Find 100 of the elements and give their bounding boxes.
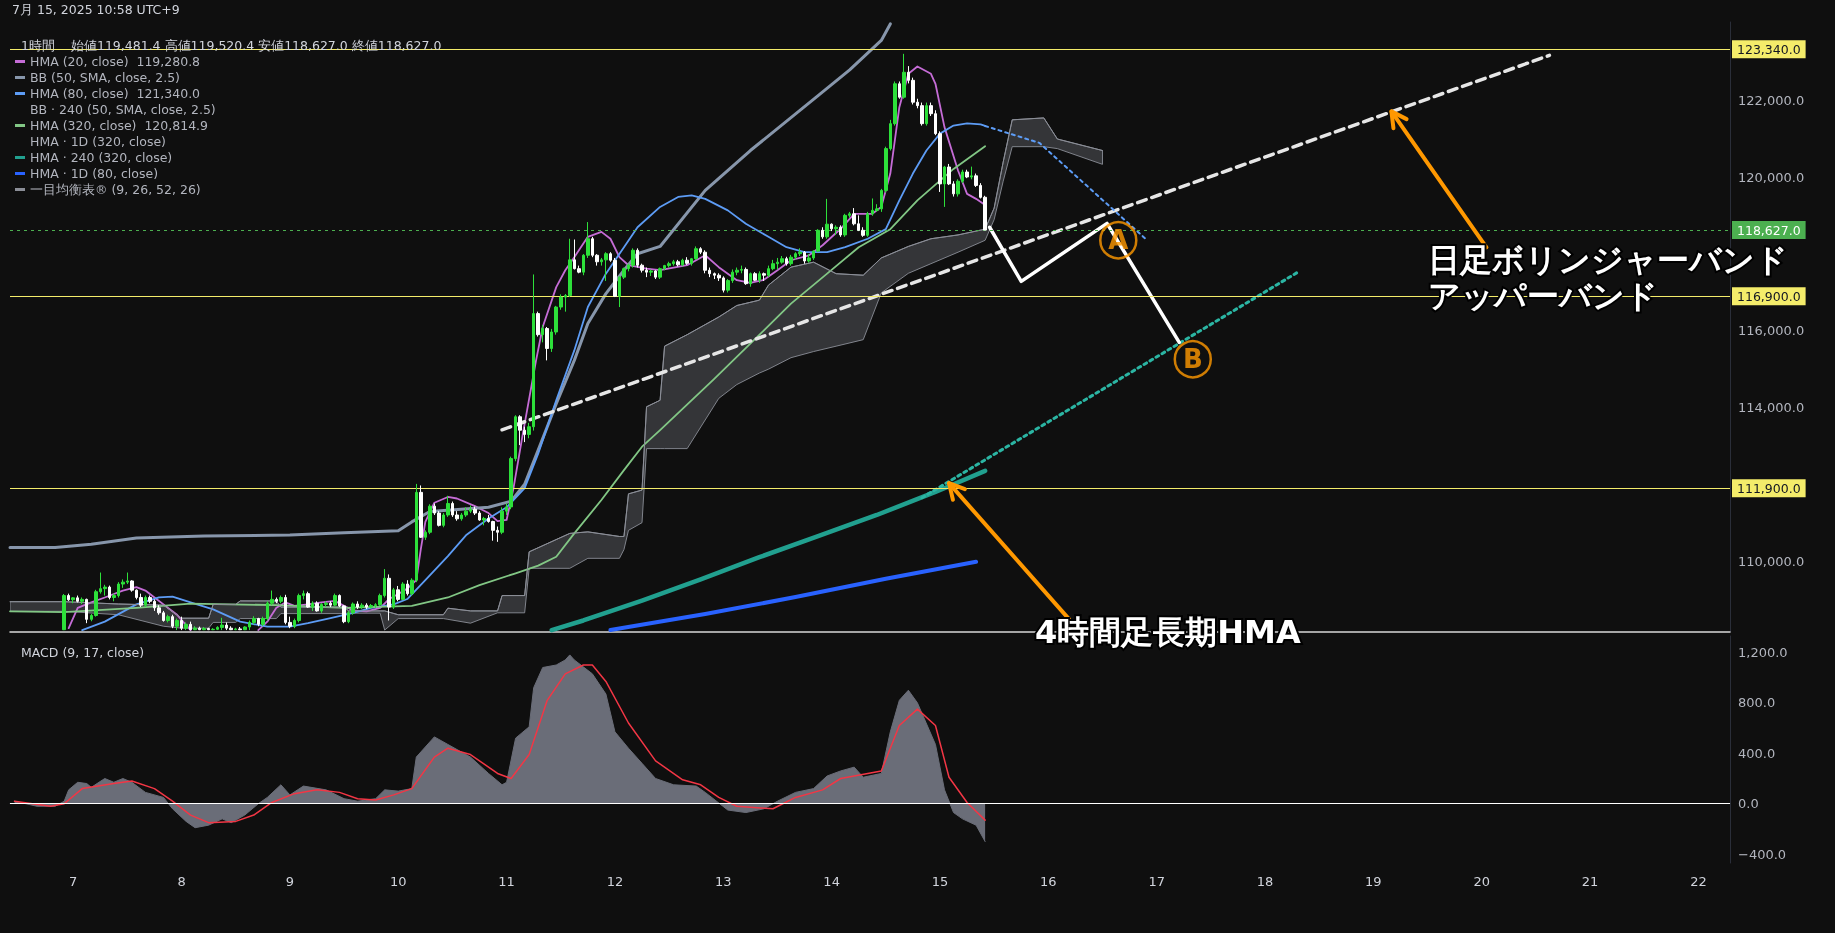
candlestick: [518, 414, 522, 446]
candlestick: [396, 585, 400, 602]
candlestick: [830, 222, 833, 232]
x-tick-label: 20: [1473, 874, 1490, 889]
x-tick-label: 22: [1690, 874, 1707, 889]
candlestick: [649, 268, 653, 277]
candlestick: [545, 326, 549, 361]
x-tick-label: 11: [498, 874, 515, 889]
candlestick: [604, 251, 608, 282]
candlestick: [654, 269, 657, 280]
candlestick: [392, 587, 395, 610]
ref-line-label: 116,900.0: [1737, 288, 1801, 304]
y-tick-label: 116,000.0: [1738, 323, 1805, 339]
y-tick-label: 400.0: [1738, 745, 1776, 761]
candlestick: [807, 253, 811, 264]
candlestick: [329, 600, 332, 608]
candlestick: [902, 53, 906, 100]
y-tick-label: 114,000.0: [1738, 400, 1805, 416]
candlestick: [166, 614, 170, 623]
candlestick: [238, 626, 242, 631]
line-series: [549, 468, 988, 633]
candlestick: [401, 581, 405, 601]
candlestick: [825, 198, 829, 240]
x-tick-label: 13: [715, 874, 732, 889]
candlestick: [211, 627, 215, 631]
y-tick-label: −400.0: [1738, 846, 1787, 862]
candlestick: [464, 506, 468, 518]
candlestick: [681, 258, 684, 267]
candlestick: [920, 102, 924, 127]
candlestick: [685, 256, 689, 266]
candlestick: [965, 169, 969, 179]
candlestick: [676, 259, 680, 267]
candlestick: [85, 598, 88, 624]
candlestick: [703, 249, 707, 274]
line-series: [13, 664, 986, 824]
candlestick: [365, 602, 368, 610]
x-tick-label: 21: [1581, 874, 1599, 889]
line-series: [8, 22, 892, 550]
candlestick: [80, 596, 84, 605]
candlestick: [482, 516, 486, 526]
text: 始値119,481.4 高値119,520.4 安値118,627.0 終値118,627.0: [70, 38, 442, 53]
candlestick: [202, 626, 206, 631]
text: BB · 240 (50, SMA, close, 2.5): [30, 102, 216, 117]
legend-label: HMA · 240 (320, close): [30, 150, 173, 165]
candlestick: [306, 591, 310, 609]
candlestick: [943, 165, 946, 208]
x-tick-label: 18: [1256, 874, 1274, 889]
candlestick: [139, 593, 143, 608]
legend-label: 一目均衡表® (9, 26, 52, 26): [30, 182, 201, 197]
candlestick: [803, 250, 806, 265]
x-tick-label: 14: [823, 874, 840, 889]
candlestick: [180, 616, 183, 629]
candlestick: [758, 270, 761, 284]
ref-line-label: 123,340.0: [1737, 41, 1801, 57]
candlestick: [541, 324, 544, 343]
candlestick: [315, 600, 319, 613]
legend-label: HMA (320, close) 120,814.9: [30, 118, 209, 133]
ref-line-label: 111,900.0: [1737, 480, 1801, 496]
ref-line-label: 118,627.0: [1737, 222, 1801, 238]
candlestick: [762, 272, 766, 282]
text: 7月 15, 2025 10:58 UTC+9: [12, 2, 180, 17]
candlestick: [369, 603, 373, 610]
text: MACD (9, 17, close): [21, 645, 145, 660]
candlestick: [667, 261, 671, 269]
candlestick: [311, 600, 314, 612]
x-tick-label: 10: [389, 874, 407, 889]
candlestick: [500, 506, 504, 535]
x-tick-label: 17: [1148, 874, 1165, 889]
candlestick: [744, 267, 748, 286]
y-tick-label: 800.0: [1738, 695, 1776, 711]
candlestick: [189, 621, 192, 631]
candlestick: [785, 256, 788, 267]
candlestick: [229, 625, 233, 631]
candlestick: [108, 585, 111, 600]
candlestick: [71, 596, 75, 604]
candlestick: [536, 311, 540, 338]
candlestick: [843, 213, 847, 238]
candlestick: [821, 226, 824, 240]
candlestick: [171, 614, 174, 629]
data-label: B: [1182, 344, 1203, 375]
candlestick: [193, 625, 197, 631]
candlestick: [925, 102, 928, 127]
candlestick: [387, 573, 391, 621]
candlestick: [866, 211, 869, 238]
x-tick-label: 8: [177, 874, 186, 889]
candlestick: [234, 627, 237, 631]
candlestick: [333, 593, 337, 607]
candlestick: [62, 593, 66, 631]
candlestick: [144, 595, 147, 608]
candlestick: [631, 247, 635, 269]
candlestick: [658, 267, 662, 280]
y-tick-label: 0.0: [1738, 796, 1759, 812]
candlestick: [356, 600, 359, 610]
x-tick-label: 7: [69, 874, 78, 889]
candlestick: [780, 255, 784, 265]
y-tick-label: 1,200.0: [1738, 644, 1788, 660]
candlestick: [419, 484, 423, 539]
x-tick-label: 15: [931, 874, 949, 889]
candlestick: [184, 621, 188, 629]
y-tick-label: 122,000.0: [1738, 93, 1805, 109]
